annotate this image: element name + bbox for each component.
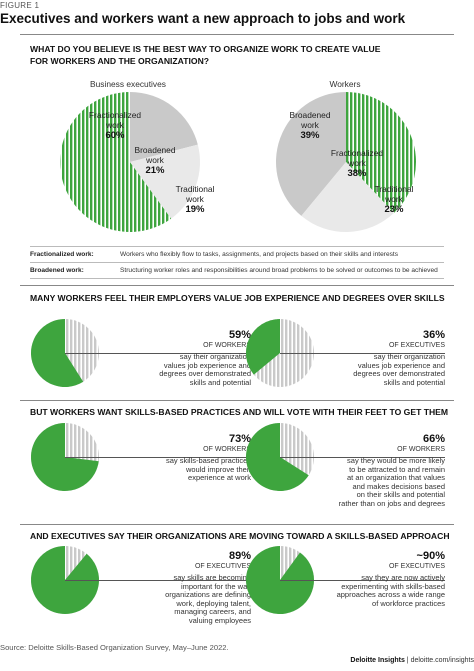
stat-text: ~90% OF EXECUTIVES say they are now active… [330, 550, 445, 608]
stat-line: values job experience and [357, 360, 445, 370]
stat-value: 36% [422, 329, 445, 341]
stat-value: 73% [228, 433, 251, 445]
stat-line: say skills are becoming [173, 573, 251, 582]
slice-label-broadened: Broadened work 21% [134, 145, 176, 176]
section-heading-1: WHAT DO YOU BELIEVE IS THE BEST WAY TO O… [30, 44, 381, 66]
stat-text: 73% OF WORKERS say skills-based practices w… [136, 433, 251, 483]
stat-description: say skills-based practices would improve … [136, 456, 251, 483]
stat-line: valuing employees [188, 615, 251, 625]
stat-line: of workforce practices [372, 598, 445, 608]
stat-text: 59% OF WORKERS say their organization value… [136, 329, 251, 387]
pie-slice [301, 162, 394, 233]
stat-value: 89% [228, 550, 251, 562]
stat-line: important for the way [180, 581, 251, 591]
pie-slice [130, 92, 198, 162]
pie-slice [276, 92, 346, 216]
definition-text: Structuring worker roles and responsibil… [120, 267, 438, 274]
slice-label-traditional: Traditional work 23% [374, 184, 414, 215]
slice-label-fractionalized: Fractionalized work 60% [88, 110, 142, 141]
leader-line [65, 457, 251, 458]
stat-line: at an organization that values [347, 473, 445, 483]
leader-line [65, 580, 251, 581]
section-heading-4: AND EXECUTIVES SAY THEIR ORGANIZATIONS A… [30, 531, 450, 541]
stat-line: say they are now actively [361, 573, 445, 582]
stat-line: would improve their [185, 464, 251, 474]
section-divider [20, 524, 454, 525]
pie-slice [130, 144, 200, 219]
stat-group: OF WORKERS [203, 446, 251, 453]
stat-line: degrees over demonstrated [159, 369, 251, 379]
stat-line: organizations are defining [165, 590, 251, 600]
pie-share [246, 319, 280, 375]
stat-line: experience at work [188, 473, 251, 483]
section-heading-2: MANY WORKERS FEEL THEIR EMPLOYERS VALUE … [30, 293, 445, 303]
section-divider [20, 34, 454, 35]
stat-description: say they would be more likely to be attra… [330, 456, 445, 509]
brand-footer: Deloitte Insights | deloitte.com/insight… [350, 657, 474, 664]
source-note: Source: Deloitte Skills-Based Organizati… [0, 643, 229, 652]
pie-title-executives: Business executives [90, 79, 166, 89]
pie-slice [59, 92, 172, 232]
stat-line: work, deploying talent, [176, 598, 251, 608]
definition-divider [30, 262, 444, 263]
stat-value: 59% [228, 329, 251, 341]
pie-share [30, 319, 84, 387]
slice-label-fractionalized: Fractionalized work 38% [330, 148, 384, 179]
stat-group: OF EXECUTIVES [194, 563, 251, 570]
stat-line: and makes decisions based [352, 481, 445, 491]
stat-group: OF EXECUTIVES [388, 563, 445, 570]
stat-description: say their organization values job experie… [330, 352, 445, 387]
page-title: Executives and workers want a new approa… [0, 11, 406, 26]
stat-group: OF EXECUTIVES [388, 342, 445, 349]
pie-share [30, 546, 99, 614]
stat-text: 36% OF EXECUTIVES say their organization va… [330, 329, 445, 387]
stat-line: experimenting with skills-based [341, 581, 445, 591]
stat-description: say skills are becoming important for the… [136, 573, 251, 626]
section-divider [20, 400, 454, 401]
pie-title-workers: Workers [329, 79, 361, 89]
stat-line: to be attracted to and remain [349, 464, 445, 474]
leader-line [280, 457, 445, 458]
pie-chart-executives [59, 92, 200, 232]
leader-line [280, 580, 445, 581]
stat-description: say they are now actively experimenting w… [330, 573, 445, 608]
stat-group: OF WORKERS [203, 342, 251, 349]
pie-share [31, 423, 99, 491]
stat-line: on their skills and potential [356, 490, 445, 500]
definition-term: Broadened work: [30, 267, 84, 274]
stat-line: say their organization [179, 352, 251, 361]
pie-slice [346, 92, 416, 214]
slice-label-broadened: Broadened work 39% [289, 110, 331, 141]
section-divider [20, 285, 454, 286]
stat-line: degrees over demonstrated [353, 369, 445, 379]
slice-label-traditional: Traditional work 19% [175, 184, 215, 215]
definition-term: Fractionalized work: [30, 251, 94, 258]
stat-line: say their organization [373, 352, 445, 361]
stat-line: skills and potential [383, 377, 445, 387]
definition-divider [30, 278, 444, 279]
pie-chart-workers [276, 92, 416, 233]
definition-text: Workers who flexibly flow to tasks, assi… [120, 251, 399, 258]
stat-description: say their organization values job experie… [136, 352, 251, 387]
stat-line: say they would be more likely [347, 456, 445, 465]
stat-line: values job experience and [163, 360, 251, 370]
pie-share [246, 423, 309, 491]
stat-text: 89% OF EXECUTIVES say skills are becoming i… [136, 550, 251, 626]
stat-line: managing careers, and [174, 607, 251, 617]
stat-line: skills and potential [189, 377, 251, 387]
stat-line: rather than on jobs and degrees [338, 498, 445, 508]
stat-value: 66% [422, 433, 445, 445]
figure-label: FIGURE 1 [0, 1, 40, 10]
definition-divider [30, 246, 444, 247]
leader-line [280, 353, 445, 354]
stat-line: say skills-based practices [165, 456, 251, 465]
stat-text: 66% OF WORKERS say they would be more like… [330, 433, 445, 509]
leader-line [65, 353, 251, 354]
stat-value: ~90% [416, 550, 445, 562]
section-heading-3: BUT WORKERS WANT SKILLS-BASED PRACTICES … [30, 407, 449, 417]
stat-group: OF WORKERS [397, 446, 445, 453]
stat-line: approaches across a wide range [336, 590, 445, 600]
